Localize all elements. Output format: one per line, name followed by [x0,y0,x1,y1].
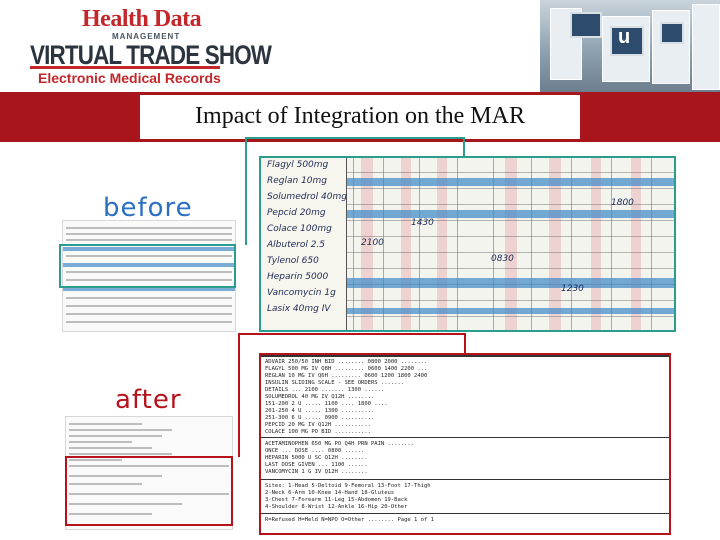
before-connector-drop [463,137,465,157]
before-connector [245,137,247,245]
title-box [140,95,580,139]
before-label: before [103,193,193,223]
trade-show-banner: Health Data MANAGEMENT VIRTUAL TRADE SHO… [0,0,720,92]
after-connector-top [238,333,466,335]
trade-booth-image: u [540,0,720,92]
after-label: after [115,385,182,415]
after-mar-thumbnail [65,416,233,530]
after-connector [238,333,240,457]
logo-swoosh [30,66,220,69]
printed-mar-image: ADVAIR 250/50 INH BID ........ 0800 2000… [259,353,671,535]
slide-title: Impact of Integration on the MAR [195,103,525,129]
virtual-trade-show-logo: VIRTUAL TRADE SHOW [30,40,272,70]
after-connector-drop [464,333,466,353]
management-logo-text: MANAGEMENT [112,32,181,41]
before-connector-top [245,137,465,139]
emr-subtitle: Electronic Medical Records [38,70,221,86]
health-data-logo: Health Data [82,6,202,32]
before-mar-thumbnail [62,220,236,332]
handwritten-mar-image: Flagyl 500mg Reglan 10mg Solumedrol 40mg… [259,156,676,332]
before-highlight-box [59,244,236,288]
after-highlight-box [65,456,233,526]
